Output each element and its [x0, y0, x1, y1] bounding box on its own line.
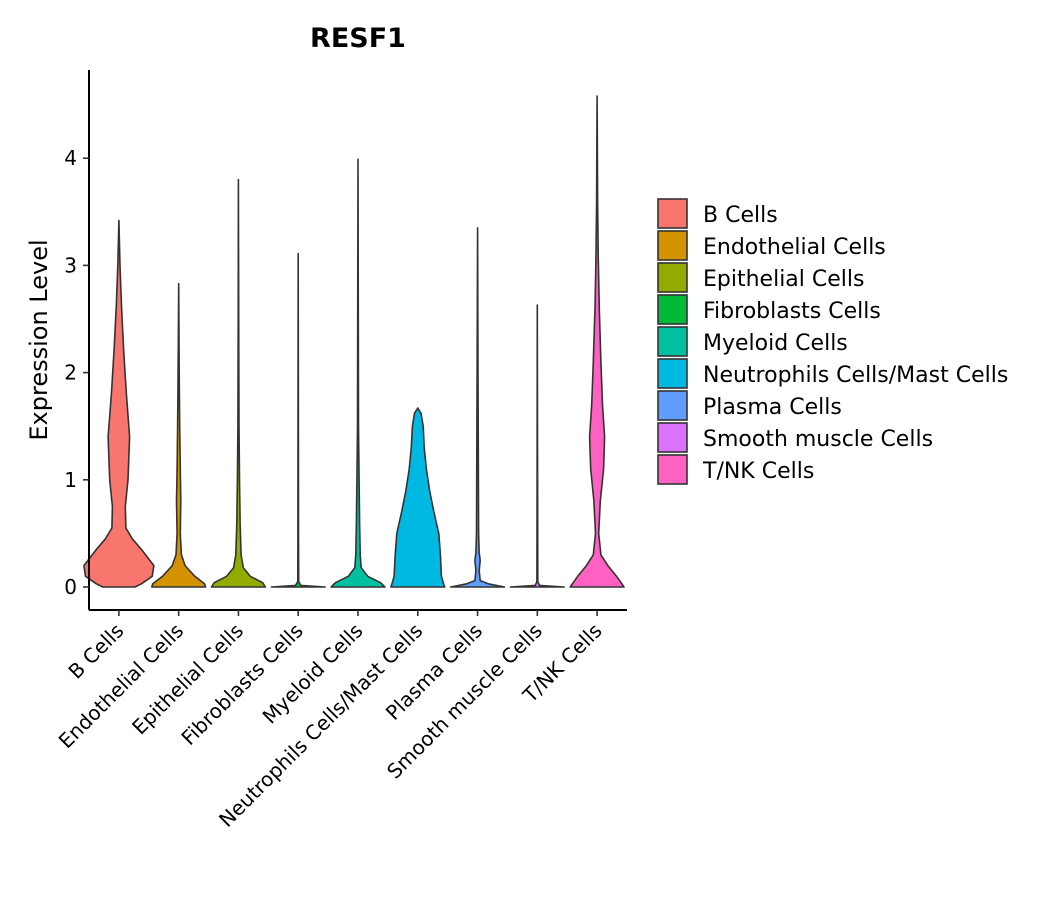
y-tick-label: 2 [64, 361, 77, 385]
legend-swatch-endothelial-cells [657, 230, 688, 261]
y-tick-label: 0 [64, 575, 77, 599]
violin-epithelial-cells [210, 178, 267, 588]
legend-swatch-b-cells [657, 198, 688, 229]
legend-label-myeloid-cells: Myeloid Cells [703, 331, 848, 356]
legend-label-b-cells: B Cells [703, 203, 778, 228]
y-axis-title: Expression Level [25, 239, 53, 440]
violin-neutrophils-cells-mast-cells [390, 407, 446, 588]
y-tick-label: 4 [64, 146, 77, 170]
legend-label-fibroblasts-cells: Fibroblasts Cells [703, 299, 881, 324]
legend: B Cells Endothelial Cells Epithelial Cells… [657, 198, 1008, 485]
y-axis: 0 1 2 3 4 [64, 70, 90, 610]
legend-label-plasma-cells: Plasma Cells [703, 395, 842, 420]
legend-swatch-myeloid-cells [657, 326, 688, 357]
violin-fibroblasts-cells [270, 252, 326, 588]
legend-swatch-t-nk-cells [657, 454, 688, 485]
violin-smooth-muscle-cells [509, 304, 565, 588]
violin-t-nk-cells [569, 95, 625, 588]
legend-swatch-epithelial-cells [657, 262, 688, 293]
violin-myeloid-cells [330, 158, 386, 588]
violin-endothelial-cells [151, 282, 207, 588]
y-tick-label: 3 [64, 253, 77, 277]
legend-label-epithelial-cells: Epithelial Cells [703, 267, 864, 292]
legend-label-t-nk-cells: T/NK Cells [702, 459, 814, 484]
legend-label-smooth-muscle-cells: Smooth muscle Cells [703, 427, 933, 452]
y-tick-label: 1 [64, 468, 77, 492]
legend-swatch-smooth-muscle-cells [657, 422, 688, 453]
violin-b-cells [83, 219, 155, 588]
legend-swatch-fibroblasts-cells [657, 294, 688, 325]
legend-label-neutrophils-cells-mast-cells: Neutrophils Cells/Mast Cells [703, 363, 1008, 388]
plot-area [83, 95, 625, 588]
chart-title: RESF1 [310, 23, 406, 54]
legend-swatch-neutrophils-cells-mast-cells [657, 358, 688, 389]
violin-plasma-cells [449, 227, 506, 588]
legend-label-endothelial-cells: Endothelial Cells [703, 235, 886, 260]
legend-swatch-plasma-cells [657, 390, 688, 421]
